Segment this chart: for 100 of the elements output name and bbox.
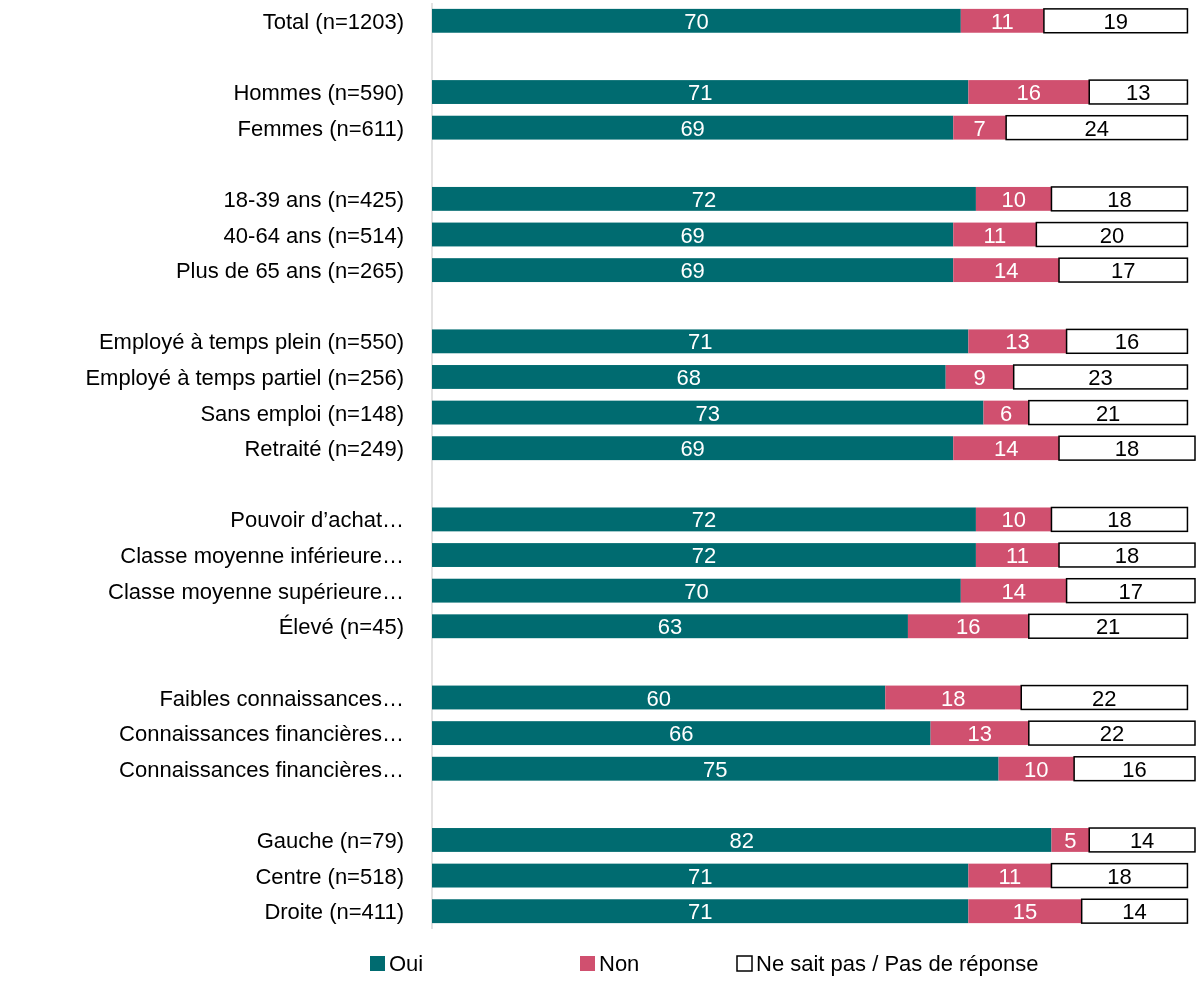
bar bbox=[432, 543, 976, 567]
data-label: 16 bbox=[1114, 329, 1140, 355]
bar bbox=[1005, 114, 1189, 141]
bar bbox=[1058, 435, 1196, 461]
data-label: 10 bbox=[1024, 756, 1049, 782]
data-label: 72 bbox=[691, 507, 717, 533]
bar bbox=[975, 507, 1052, 532]
data-label: 69 bbox=[680, 222, 705, 248]
bar bbox=[960, 8, 1044, 33]
data-label: 14 bbox=[993, 258, 1019, 284]
data-label: 69 bbox=[680, 436, 705, 462]
data-label: 63 bbox=[657, 614, 683, 640]
bar bbox=[930, 721, 1029, 746]
data-label: 11 bbox=[983, 222, 1007, 248]
y-tick-label: Hommes (n=590) bbox=[233, 80, 404, 106]
bar bbox=[432, 400, 984, 425]
legend-label: Ne sait pas / Pas de réponse bbox=[756, 951, 1039, 976]
data-label: 14 bbox=[993, 436, 1019, 462]
bar bbox=[983, 400, 1029, 425]
data-label: 6 bbox=[1000, 400, 1013, 426]
y-tick-label: Classe moyenne supérieure… bbox=[108, 578, 404, 604]
bar bbox=[953, 436, 1060, 461]
data-label: 69 bbox=[680, 115, 705, 141]
legend-label: Oui bbox=[389, 951, 424, 976]
bar bbox=[907, 614, 1029, 639]
bar bbox=[1050, 506, 1189, 533]
bar bbox=[1058, 542, 1196, 568]
bar bbox=[953, 258, 1060, 283]
data-label: 21 bbox=[1095, 400, 1121, 426]
bar bbox=[1035, 221, 1189, 248]
bar bbox=[968, 863, 1052, 888]
y-tick-label: Plus de 65 ans (n=265) bbox=[175, 258, 404, 284]
data-label: 70 bbox=[684, 578, 709, 604]
bar bbox=[1028, 720, 1196, 746]
y-tick-label: Retraité (n=249) bbox=[244, 436, 404, 462]
y-tick-label: Gauche (n=79) bbox=[256, 827, 404, 853]
bar bbox=[1028, 399, 1189, 426]
data-label: 75 bbox=[703, 756, 728, 782]
data-label: 7 bbox=[973, 115, 986, 141]
data-label: 71 bbox=[687, 329, 713, 355]
y-tick-label: 40-64 ans (n=514) bbox=[223, 222, 404, 248]
bar bbox=[953, 115, 1007, 140]
bar bbox=[432, 899, 969, 924]
legend-label: Non bbox=[599, 951, 640, 976]
bar bbox=[432, 756, 999, 781]
y-tick-label: Employé à temps plein (n=550) bbox=[98, 329, 404, 355]
data-label: 5 bbox=[1064, 827, 1077, 853]
data-label: 18 bbox=[1114, 543, 1140, 569]
bar bbox=[885, 685, 1022, 710]
data-label: 11 bbox=[1006, 543, 1029, 569]
data-label: 10 bbox=[1001, 186, 1026, 212]
data-label: 16 bbox=[956, 614, 981, 640]
bar bbox=[975, 186, 1052, 211]
bar bbox=[1028, 613, 1189, 639]
y-tick-label: Employé à temps partiel (n=256) bbox=[85, 364, 404, 390]
bar bbox=[432, 8, 961, 33]
data-label: 22 bbox=[1099, 721, 1125, 747]
bar bbox=[1050, 862, 1189, 889]
y-tick-label: Pouvoir d’achat… bbox=[230, 507, 404, 533]
data-label: 19 bbox=[1103, 8, 1128, 34]
data-label: 17 bbox=[1110, 258, 1136, 284]
data-label: 16 bbox=[1122, 756, 1147, 782]
bar bbox=[1065, 577, 1196, 604]
data-label: 14 bbox=[1001, 578, 1026, 604]
data-label: 22 bbox=[1092, 685, 1117, 711]
bar bbox=[1012, 364, 1189, 390]
bar bbox=[432, 507, 976, 532]
bar bbox=[432, 115, 954, 140]
data-label: 82 bbox=[729, 827, 754, 853]
bar bbox=[432, 329, 969, 354]
bar bbox=[975, 543, 1060, 567]
data-label: 13 bbox=[1005, 329, 1030, 355]
y-tick-label: Connaissances financières… bbox=[119, 721, 404, 747]
bar bbox=[1043, 8, 1189, 34]
data-label: 18 bbox=[1107, 186, 1132, 212]
bar bbox=[1050, 186, 1189, 212]
data-label: 73 bbox=[695, 400, 720, 426]
bar bbox=[432, 222, 954, 247]
bar bbox=[432, 80, 969, 104]
data-label: 17 bbox=[1118, 578, 1144, 604]
bar bbox=[432, 365, 946, 389]
y-tick-label: 18-39 ans (n=425) bbox=[223, 186, 404, 212]
data-label: 21 bbox=[1095, 614, 1121, 640]
bar bbox=[968, 329, 1067, 354]
data-label: 68 bbox=[676, 364, 702, 390]
data-label: 69 bbox=[680, 258, 705, 284]
y-tick-label: Sans emploi (n=148) bbox=[200, 400, 404, 426]
data-label: 13 bbox=[1126, 80, 1151, 106]
data-label: 60 bbox=[646, 685, 671, 711]
bar bbox=[1020, 684, 1189, 711]
data-label: 11 bbox=[990, 8, 1014, 34]
y-tick-label: Centre (n=518) bbox=[255, 863, 404, 889]
bar bbox=[1088, 827, 1196, 853]
data-label: 18 bbox=[1114, 436, 1140, 462]
data-label: 16 bbox=[1016, 80, 1042, 106]
y-tick-label: Faibles connaissances… bbox=[159, 685, 404, 711]
data-label: 71 bbox=[687, 863, 713, 889]
bar bbox=[432, 721, 931, 746]
bar bbox=[1080, 898, 1189, 924]
data-label: 71 bbox=[687, 899, 713, 925]
